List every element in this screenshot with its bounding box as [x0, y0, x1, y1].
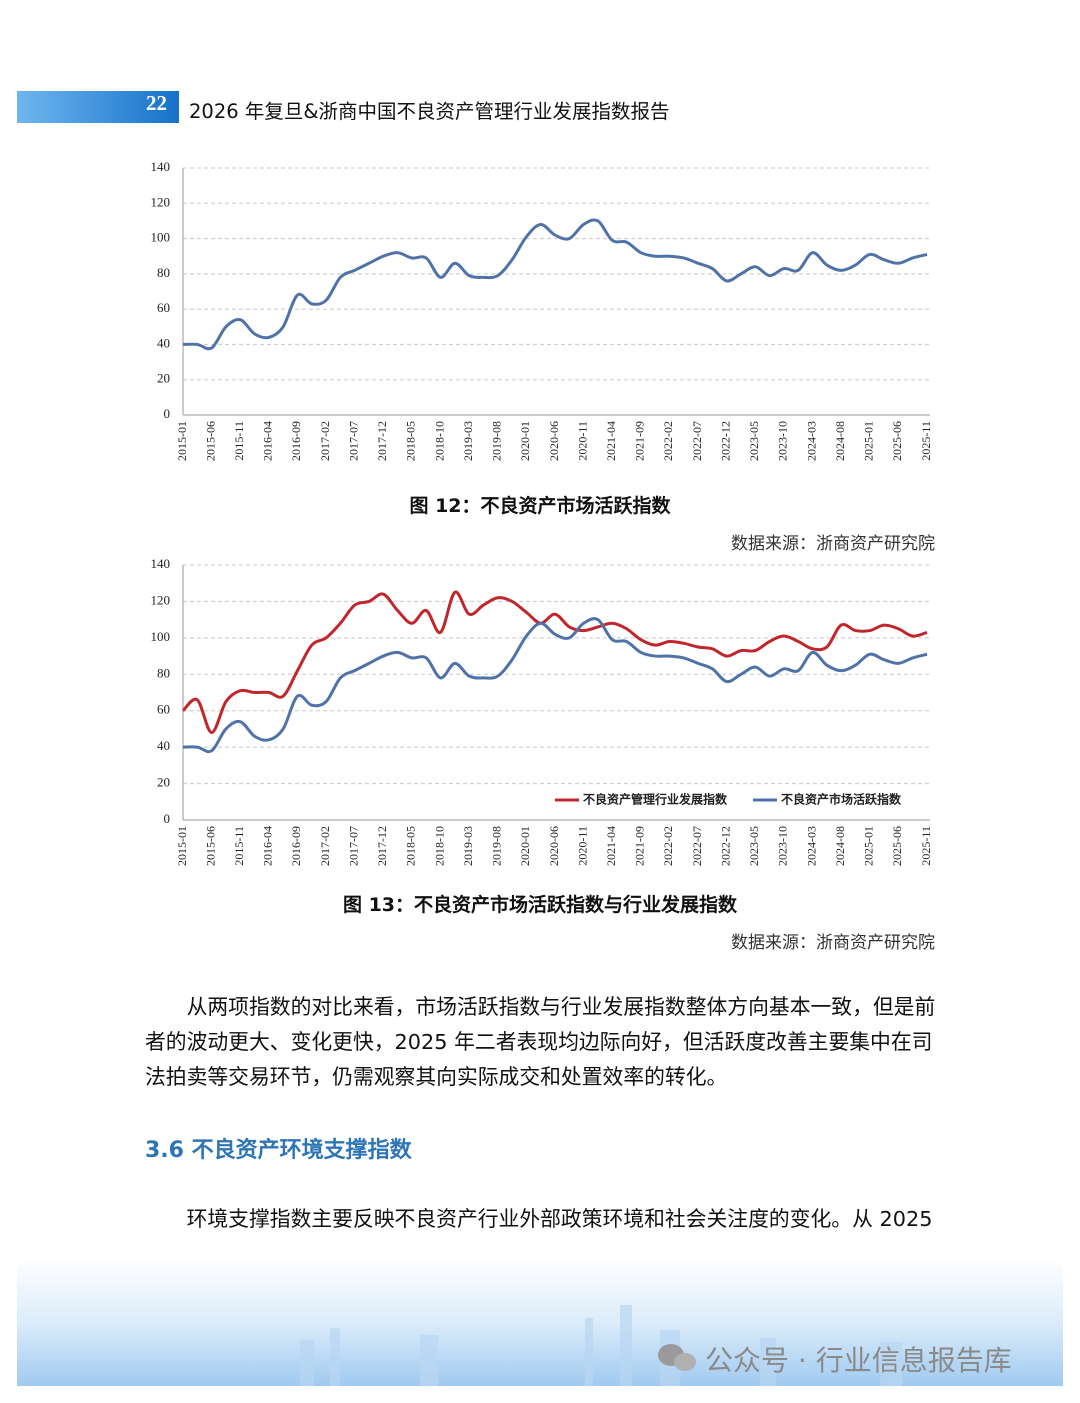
- y-tick-label: 60: [157, 702, 170, 717]
- x-tick-label: 2018-10: [432, 826, 446, 866]
- y-tick-label: 20: [157, 775, 170, 790]
- y-tick-label: 40: [157, 738, 170, 753]
- header-bar: [17, 91, 179, 123]
- x-tick-label: 2017-12: [375, 421, 389, 461]
- x-tick-label: 2024-08: [833, 826, 847, 866]
- x-tick-label: 2017-12: [375, 826, 389, 866]
- x-tick-label: 2019-08: [490, 826, 504, 866]
- x-tick-label: 2023-10: [776, 421, 790, 461]
- x-tick-label: 2018-10: [432, 421, 446, 461]
- x-tick-label: 2020-11: [575, 826, 589, 866]
- x-tick-label: 2016-09: [289, 421, 303, 461]
- x-tick-label: 2024-08: [833, 421, 847, 461]
- x-tick-label: 2015-01: [175, 826, 189, 866]
- legend-label: 不良资产管理行业发展指数: [583, 792, 728, 807]
- x-tick-label: 2019-08: [490, 421, 504, 461]
- x-tick-label: 2017-02: [318, 421, 332, 461]
- legend-label: 不良资产市场活跃指数: [781, 792, 902, 807]
- x-tick-label: 2022-07: [690, 826, 704, 866]
- x-tick-label: 2025-01: [862, 826, 876, 866]
- y-tick-label: 140: [151, 159, 171, 174]
- x-tick-label: 2020-06: [547, 826, 561, 866]
- y-tick-label: 100: [151, 629, 171, 644]
- x-tick-label: 2021-04: [604, 421, 618, 461]
- x-tick-label: 2023-05: [747, 421, 761, 461]
- x-tick-label: 2025-11: [919, 826, 933, 866]
- watermark: 公众号 · 行业信息报告库: [705, 1344, 1012, 1377]
- x-tick-label: 2015-06: [203, 826, 217, 866]
- x-tick-label: 2021-09: [633, 421, 647, 461]
- paragraph: 环境支撑指数主要反映不良资产行业外部政策环境和社会关注度的变化。从 2025: [186, 1207, 933, 1231]
- x-tick-label: 2022-12: [718, 421, 732, 461]
- x-tick-label: 2015-11: [232, 826, 246, 866]
- x-tick-label: 2017-07: [346, 826, 360, 866]
- x-tick-label: 2016-09: [289, 826, 303, 866]
- x-tick-label: 2025-06: [890, 826, 904, 866]
- x-tick-label: 2025-11: [919, 421, 933, 461]
- x-tick-label: 2017-02: [318, 826, 332, 866]
- y-tick-label: 0: [164, 811, 171, 826]
- x-tick-label: 2019-03: [461, 421, 475, 461]
- x-tick-label: 2022-07: [690, 421, 704, 461]
- x-tick-label: 2015-11: [232, 421, 246, 461]
- x-tick-label: 2024-03: [804, 421, 818, 461]
- y-tick-label: 80: [157, 265, 170, 280]
- section-heading: 3.6 不良资产环境支撑指数: [145, 1138, 412, 1163]
- x-tick-label: 2021-04: [604, 826, 618, 866]
- figure-caption: 图 13：不良资产市场活跃指数与行业发展指数: [342, 894, 738, 916]
- y-tick-label: 120: [151, 592, 171, 607]
- x-tick-label: 2023-05: [747, 826, 761, 866]
- figure-source: 数据来源：浙商资产研究院: [731, 933, 935, 953]
- y-tick-label: 100: [151, 230, 171, 245]
- x-tick-label: 2020-11: [575, 421, 589, 461]
- x-tick-label: 2016-04: [261, 421, 275, 461]
- header-title: 2026 年复旦&浙商中国不良资产管理行业发展指数报告: [189, 100, 670, 123]
- y-tick-label: 40: [157, 335, 170, 350]
- data-line: [181, 590, 928, 735]
- y-tick-label: 60: [157, 300, 170, 315]
- wechat-icon: [658, 1344, 696, 1371]
- x-tick-label: 2020-06: [547, 421, 561, 461]
- data-line: [182, 218, 928, 351]
- x-tick-label: 2025-01: [862, 421, 876, 461]
- skyline: [300, 1305, 902, 1386]
- x-tick-label: 2016-04: [261, 826, 275, 866]
- x-tick-label: 2023-10: [776, 826, 790, 866]
- paragraph: 从两项指数的对比来看，市场活跃指数与行业发展指数整体方向基本一致，但是前者的波动…: [145, 995, 936, 1089]
- figure-caption: 图 12：不良资产市场活跃指数: [409, 495, 671, 517]
- figure-source: 数据来源：浙商资产研究院: [731, 534, 935, 554]
- y-tick-label: 20: [157, 371, 170, 386]
- x-tick-label: 2019-03: [461, 826, 475, 866]
- x-tick-label: 2022-12: [718, 826, 732, 866]
- y-tick-label: 140: [151, 556, 171, 571]
- x-tick-label: 2025-06: [890, 421, 904, 461]
- y-tick-label: 0: [164, 406, 171, 421]
- x-tick-label: 2017-07: [346, 421, 360, 461]
- x-tick-label: 2022-02: [661, 826, 675, 866]
- x-tick-label: 2021-09: [633, 826, 647, 866]
- x-tick-label: 2024-03: [804, 826, 818, 866]
- x-tick-label: 2022-02: [661, 421, 675, 461]
- x-tick-label: 2018-05: [404, 421, 418, 461]
- x-tick-label: 2015-01: [175, 421, 189, 461]
- x-tick-label: 2018-05: [404, 826, 418, 866]
- page-number: 22: [146, 91, 167, 115]
- y-tick-label: 80: [157, 665, 170, 680]
- x-tick-label: 2020-01: [518, 826, 532, 866]
- x-tick-label: 2020-01: [518, 421, 532, 461]
- x-tick-label: 2015-06: [203, 421, 217, 461]
- y-tick-label: 120: [151, 194, 171, 209]
- data-line: [182, 617, 928, 754]
